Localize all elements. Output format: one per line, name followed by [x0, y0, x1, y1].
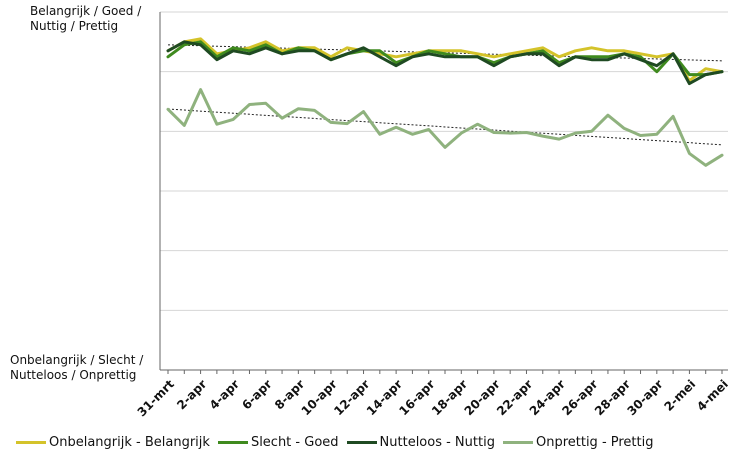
- x-tick-label: 2-mei: [661, 377, 698, 414]
- y-axis-top-label-line1: Belangrijk / Goed /: [30, 4, 142, 18]
- series-line: [166, 88, 724, 167]
- legend-swatch: [16, 440, 46, 444]
- y-axis-bottom-label: Onbelangrijk / Slecht / Nutteloos / Onpr…: [10, 353, 143, 383]
- x-tick-label: 2-apr: [174, 377, 209, 412]
- legend: Onbelangrijk - Belangrijk Slecht - Goed …: [16, 432, 735, 452]
- x-tick-label: 30-apr: [625, 377, 666, 418]
- series-line: [166, 40, 724, 86]
- trendline: [167, 108, 723, 146]
- series-line: [166, 37, 724, 83]
- legend-label: Nutteloos - Nuttig: [379, 434, 495, 450]
- x-tick-label: 31-mrt: [135, 377, 177, 419]
- legend-swatch: [502, 440, 533, 444]
- legend-label: Onprettig - Prettig: [535, 434, 654, 450]
- legend-item: Onprettig - Prettig: [502, 434, 654, 450]
- legend-label: Slecht - Goed: [250, 434, 339, 450]
- x-tick-label: 4-apr: [207, 377, 242, 412]
- legend-item: Onbelangrijk - Belangrijk: [16, 435, 210, 450]
- legend-item: Slecht - Goed: [217, 434, 339, 450]
- y-axis-bottom-label-line1: Onbelangrijk / Slecht /: [10, 353, 144, 367]
- legend-swatch: [217, 440, 248, 444]
- x-tick-label: 6-apr: [239, 377, 274, 412]
- legend-item: Nutteloos - Nuttig: [346, 434, 495, 450]
- y-axis-top-label: Belangrijk / Goed / Nuttig / Prettig: [30, 4, 141, 34]
- y-axis-bottom-label-line2: Nutteloos / Onprettig: [10, 368, 137, 382]
- x-tick-label: 4-mei: [694, 377, 731, 414]
- legend-label: Onbelangrijk - Belangrijk: [49, 434, 210, 450]
- y-axis-top-label-line2: Nuttig / Prettig: [30, 19, 119, 33]
- legend-swatch: [346, 440, 377, 444]
